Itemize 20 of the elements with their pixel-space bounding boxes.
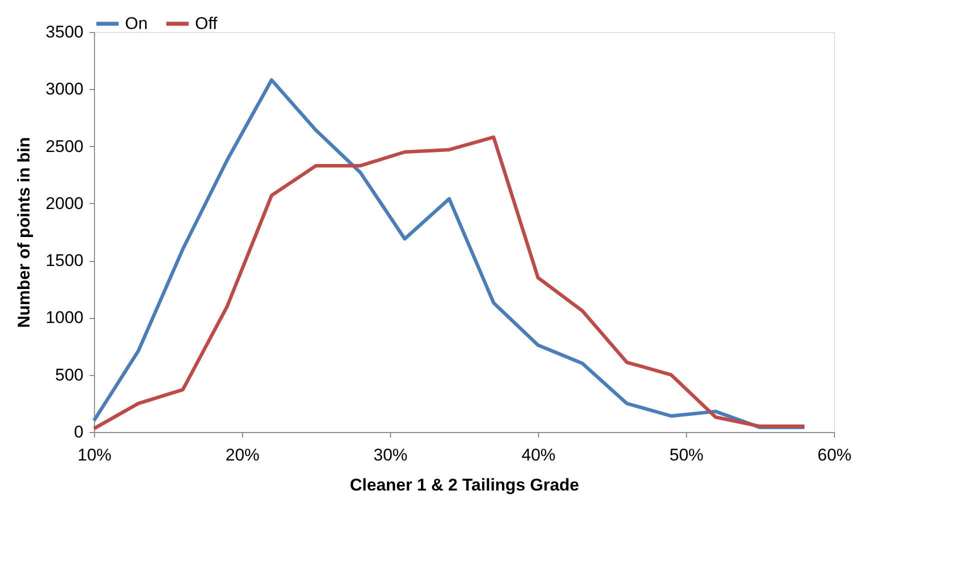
- line-series: [92, 78, 806, 430]
- legend-label: Off: [195, 14, 218, 33]
- y-axis-title: Number of points in bin: [14, 137, 34, 328]
- y-tick-label: 500: [55, 365, 84, 384]
- y-tick-label: 1500: [46, 251, 84, 270]
- x-tick-label: 40%: [521, 446, 556, 464]
- legend-label: On: [125, 14, 148, 33]
- x-tick-label: 60%: [817, 446, 852, 464]
- y-tick-label: 3000: [46, 80, 84, 99]
- x-axis-title: Cleaner 1 & 2 Tailings Grade: [350, 476, 580, 494]
- x-tick-label: 20%: [225, 446, 260, 464]
- y-tick-label: 2500: [46, 136, 84, 156]
- line-series: [92, 135, 806, 430]
- y-tick-label: 3500: [46, 22, 84, 42]
- x-tick-label: 30%: [373, 446, 408, 464]
- x-tick-label: 50%: [669, 446, 704, 464]
- y-tick-label: 2000: [46, 194, 84, 213]
- y-tick-label: 0: [74, 422, 84, 442]
- y-tick-label: 1000: [46, 308, 84, 328]
- x-tick-label: 10%: [77, 446, 112, 464]
